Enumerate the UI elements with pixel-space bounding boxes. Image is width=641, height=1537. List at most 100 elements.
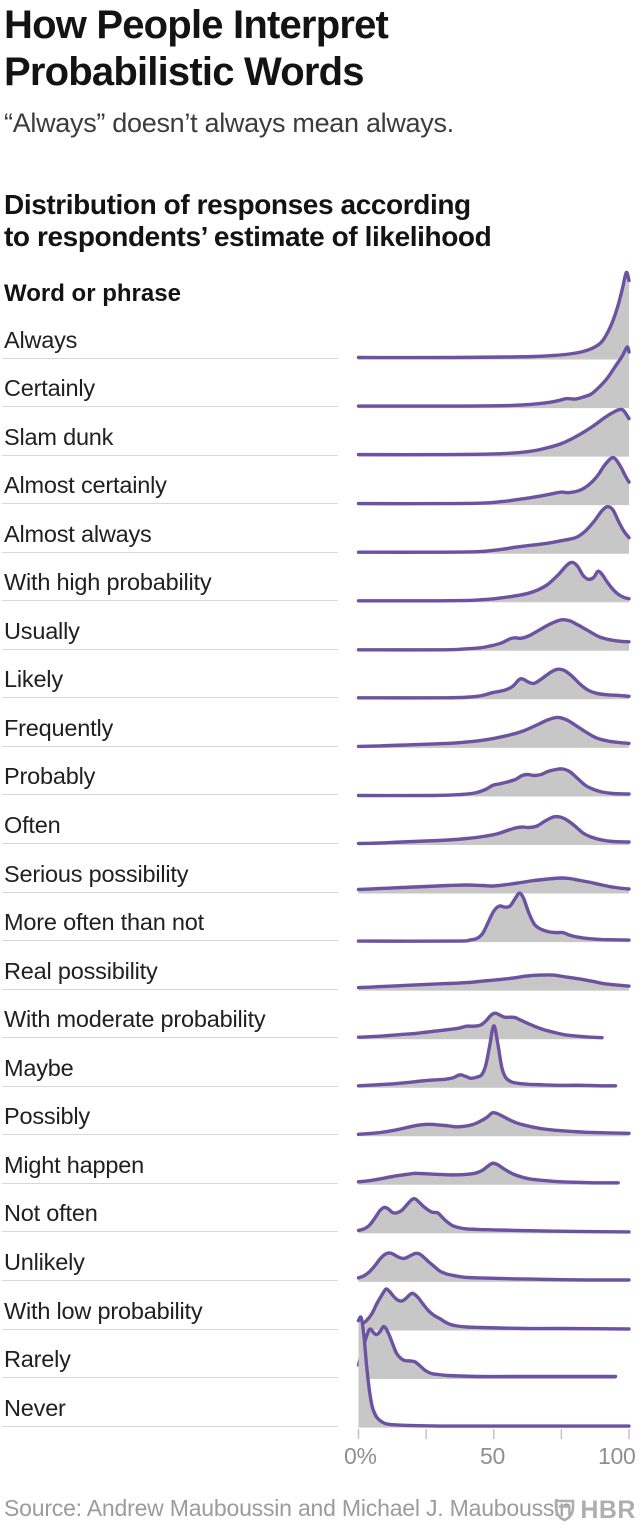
density-row-with-high-probability: [356, 560, 631, 603]
density-curve: [356, 667, 631, 700]
hbr-logo: HBR: [554, 1496, 636, 1525]
density-area: [358, 717, 629, 748]
word-row: Possibly: [0, 1090, 340, 1136]
word-label: Not often: [4, 1200, 98, 1227]
density-row-possibly: [356, 1110, 631, 1137]
word-label: With moderate probability: [4, 1006, 266, 1033]
row-separator: [2, 891, 338, 893]
density-row-real-possibility: [356, 973, 631, 991]
row-separator: [2, 648, 338, 650]
word-row: Never: [0, 1382, 340, 1428]
row-separator: [2, 988, 338, 990]
density-row-never: [356, 1315, 631, 1428]
word-row: With low probability: [0, 1285, 340, 1331]
row-separator: [2, 551, 338, 553]
word-row: Real possibility: [0, 945, 340, 991]
word-label: With high probability: [4, 569, 212, 596]
row-separator: [2, 454, 338, 456]
row-separator: [2, 1279, 338, 1281]
density-row-not-often: [356, 1196, 631, 1234]
density-curve: [356, 876, 631, 892]
density-area: [358, 409, 629, 457]
density-row-more-often-than-not: [356, 891, 631, 943]
density-row-usually: [356, 617, 631, 652]
density-curve: [356, 1251, 631, 1282]
density-area: [358, 1326, 616, 1379]
density-curve: [356, 407, 631, 457]
density-row-almost-certainly: [356, 455, 631, 506]
word-row: With high probability: [0, 556, 340, 602]
row-separator: [2, 1425, 338, 1427]
density-row-with-moderate-probability: [356, 1011, 604, 1040]
word-label: Often: [4, 812, 61, 838]
density-area: [358, 1025, 616, 1088]
row-separator: [2, 1085, 338, 1087]
word-label: More often than not: [4, 909, 205, 936]
density-area: [358, 1112, 629, 1137]
density-row-often: [356, 814, 631, 846]
density-curve: [356, 1196, 631, 1234]
word-label: Rarely: [4, 1346, 71, 1373]
word-row: Not often: [0, 1187, 340, 1233]
word-row: Frequently: [0, 702, 340, 748]
density-area: [358, 619, 629, 651]
density-curve: [356, 504, 631, 554]
word-label: Usually: [4, 617, 80, 644]
row-separator: [2, 357, 338, 359]
density-row-maybe: [356, 1024, 618, 1088]
density-area: [358, 347, 629, 409]
word-label: Almost always: [4, 520, 152, 547]
density-row-unlikely: [356, 1251, 631, 1282]
density-row-almost-always: [356, 504, 631, 554]
density-area: [358, 669, 629, 700]
subtitle: “Always” doesn’t always mean always.: [4, 108, 454, 138]
word-row: Maybe: [0, 1042, 340, 1088]
title-line1: How People Interpret: [4, 3, 389, 47]
density-area: [358, 272, 629, 360]
density-area: [358, 562, 629, 603]
word-label: Always: [4, 326, 78, 353]
word-row: Probably: [0, 750, 340, 796]
row-separator: [2, 794, 338, 796]
density-area: [358, 816, 629, 845]
density-curve: [356, 270, 631, 360]
density-curve: [356, 1110, 631, 1136]
word-label: Probably: [4, 763, 96, 790]
density-area: [358, 1288, 629, 1331]
density-area: [358, 768, 629, 797]
section-heading: Distribution of responses according to r…: [4, 189, 492, 254]
section-heading-line2: to respondents’ estimate of likelihood: [4, 221, 492, 253]
word-label: Never: [4, 1394, 66, 1421]
word-row: Serious possibility: [0, 848, 340, 894]
density-curve: [356, 891, 631, 943]
word-label: Almost certainly: [4, 472, 167, 499]
row-separator: [2, 1231, 338, 1233]
word-label: Maybe: [4, 1054, 74, 1081]
word-row: Almost always: [0, 508, 340, 554]
word-row: With moderate probability: [0, 993, 340, 1039]
density-area: [358, 878, 629, 894]
hbr-shield-icon: [555, 1499, 575, 1522]
density-curve: [356, 767, 631, 798]
row-separator: [2, 406, 338, 408]
x-axis-tick-label-50: 50: [480, 1443, 505, 1469]
word-label: Frequently: [4, 714, 114, 741]
row-separator: [2, 745, 338, 747]
section-heading-line1: Distribution of responses according: [4, 189, 471, 220]
row-separator: [2, 1328, 338, 1330]
word-row: Often: [0, 799, 340, 845]
density-curve: [356, 1324, 618, 1379]
density-curve: [356, 1315, 631, 1428]
word-label: Might happen: [4, 1151, 145, 1178]
title-line2: Probabilistic Words: [4, 49, 364, 94]
density-curve: [356, 814, 631, 846]
word-label: Slam dunk: [4, 423, 114, 450]
density-curve: [356, 1011, 604, 1040]
density-row-likely: [356, 667, 631, 700]
density-curve: [356, 345, 631, 408]
row-separator: [2, 697, 338, 699]
density-curve: [356, 455, 631, 506]
density-row-might-happen: [356, 1161, 620, 1185]
